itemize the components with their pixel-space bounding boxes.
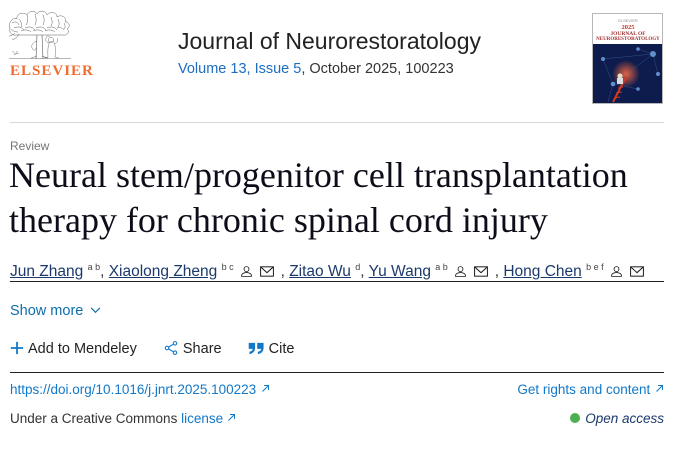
- svg-text:ELSEVIER: ELSEVIER: [618, 18, 638, 23]
- svg-text:NEURORESTORATOLOGY: NEURORESTORATOLOGY: [596, 37, 660, 42]
- svg-text:2025: 2025: [622, 24, 636, 31]
